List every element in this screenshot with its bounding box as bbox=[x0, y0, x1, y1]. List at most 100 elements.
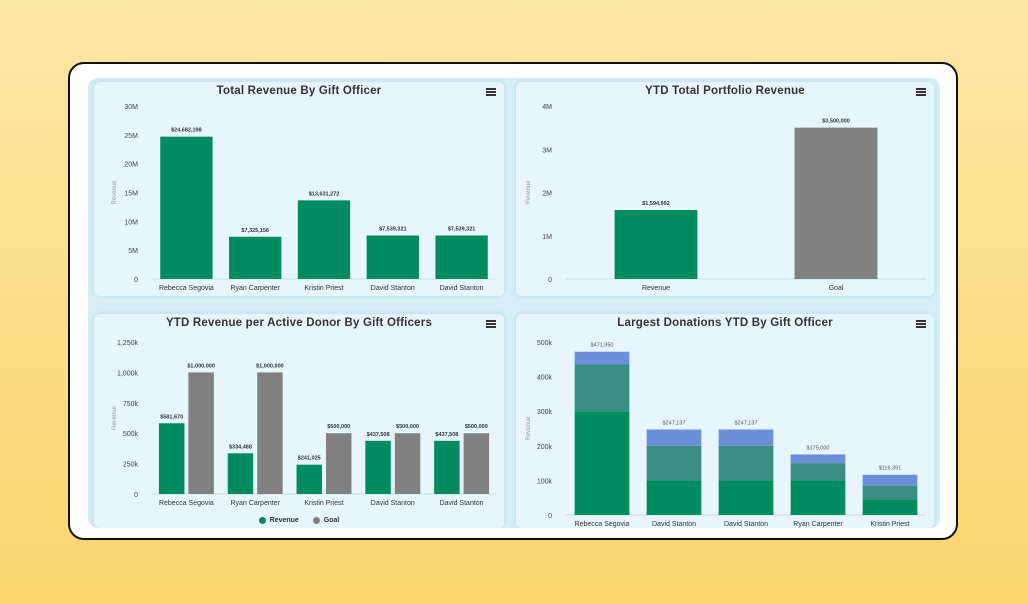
bar bbox=[794, 127, 878, 279]
bar-segment bbox=[646, 429, 702, 446]
chart-ytd-portfolio: 0 1M 2M 3M 4M Revenue $1,594,692 Revenue $3,500,… bbox=[526, 104, 926, 292]
chart-total-revenue: 0 5M 10M 15M 20M 25M 30M Revenue $24,682,198 Rebe… bbox=[112, 104, 496, 292]
data-label: $7,539,321 bbox=[448, 227, 476, 233]
data-label: $581,670 bbox=[160, 414, 183, 420]
bar bbox=[435, 235, 488, 279]
x-tick-label: Rebecca Segovia bbox=[575, 521, 630, 528]
bar-segment bbox=[718, 445, 774, 481]
chart-legend: Revenue Goal bbox=[94, 517, 504, 526]
legend-dot bbox=[312, 517, 320, 524]
x-tick-label: Kristin Priest bbox=[870, 521, 909, 528]
x-tick-label: Ryan Carpenter bbox=[230, 500, 280, 507]
x-tick-label: Rebecca Segovia bbox=[159, 500, 214, 507]
y-tick-label: 3M bbox=[542, 147, 552, 154]
bar bbox=[463, 433, 490, 494]
y-tick-label: 15M bbox=[124, 191, 138, 198]
bar bbox=[160, 136, 213, 279]
y-axis-label: Revenue bbox=[526, 180, 532, 205]
y-tick-label: 750k bbox=[123, 401, 139, 408]
panel-title: YTD Revenue per Active Donor By Gift Off… bbox=[165, 317, 433, 329]
bar-segment bbox=[574, 411, 630, 515]
hamburger-menu-icon[interactable] bbox=[916, 88, 926, 96]
bar-segment bbox=[790, 480, 846, 515]
bar bbox=[366, 235, 419, 279]
chart-largest-donations: 0 100k 200k 300k 400k 500k Revenue $471,950 Rebe… bbox=[526, 340, 926, 528]
bar-segment bbox=[646, 480, 702, 515]
hamburger-menu-icon[interactable] bbox=[916, 320, 926, 328]
bar bbox=[365, 440, 391, 494]
legend-label: Revenue bbox=[269, 517, 299, 524]
data-label: $1,594,692 bbox=[642, 201, 670, 207]
y-tick-label: 10M bbox=[124, 219, 138, 226]
bar bbox=[257, 372, 283, 494]
bar-segment bbox=[718, 429, 774, 446]
y-tick-label: 0 bbox=[134, 492, 138, 499]
data-label: $24,682,198 bbox=[171, 128, 202, 134]
x-tick-label: Ryan Carpenter bbox=[793, 521, 843, 528]
data-label: $437,508 bbox=[435, 432, 458, 438]
y-tick-label: 400k bbox=[537, 375, 553, 382]
y-tick-label: 5M bbox=[128, 248, 138, 255]
legend-label: Goal bbox=[323, 517, 340, 524]
data-label: $247,137 bbox=[735, 420, 758, 426]
dashboard-grid: Total Revenue By Gift Officer 0 5M 10M 15M 2… bbox=[88, 78, 940, 528]
legend-item-revenue[interactable]: Revenue bbox=[258, 517, 299, 524]
y-tick-label: 20M bbox=[124, 162, 138, 169]
x-tick-label: Rebecca Segovia bbox=[159, 285, 214, 292]
bar-segment bbox=[862, 485, 918, 500]
panel-total-revenue: Total Revenue By Gift Officer 0 5M 10M 15M 2… bbox=[94, 82, 504, 296]
y-tick-label: 2M bbox=[542, 191, 552, 198]
data-label: $7,539,321 bbox=[379, 227, 407, 233]
panel-title: YTD Total Portfolio Revenue bbox=[645, 85, 805, 97]
data-label: $437,508 bbox=[367, 432, 390, 438]
legend-item-goal[interactable]: Goal bbox=[312, 517, 340, 524]
bar-segment bbox=[574, 364, 630, 412]
data-label: $13,631,272 bbox=[309, 191, 340, 197]
y-tick-label: 4M bbox=[542, 104, 552, 111]
y-tick-label: 300k bbox=[537, 409, 553, 416]
y-tick-label: 1M bbox=[542, 234, 552, 241]
x-tick-label: David Stanton bbox=[371, 500, 415, 507]
bar bbox=[614, 210, 698, 279]
bar-segment bbox=[862, 474, 918, 486]
x-tick-label: David Stanton bbox=[440, 285, 484, 292]
y-tick-label: 100k bbox=[537, 478, 553, 485]
bar bbox=[158, 423, 185, 494]
bar bbox=[326, 433, 352, 494]
y-axis-label: Revenue bbox=[526, 416, 532, 441]
x-tick-label: David Stanton bbox=[440, 500, 484, 507]
bar bbox=[227, 453, 254, 494]
y-tick-label: 500k bbox=[537, 340, 553, 347]
bar-segment bbox=[790, 463, 846, 481]
x-tick-label: David Stanton bbox=[652, 521, 696, 528]
data-label: $471,950 bbox=[591, 343, 614, 349]
hamburger-menu-icon[interactable] bbox=[486, 88, 496, 96]
bar-segment bbox=[574, 351, 630, 365]
x-tick-label: Ryan Carpenter bbox=[230, 285, 280, 292]
data-label: $247,137 bbox=[663, 420, 686, 426]
x-tick-label: Revenue bbox=[642, 285, 670, 292]
y-tick-label: 30M bbox=[124, 104, 138, 111]
y-tick-label: 0 bbox=[548, 277, 552, 284]
x-tick-label: Kristin Priest bbox=[304, 285, 343, 292]
data-label: $500,000 bbox=[327, 424, 350, 430]
bar-segment bbox=[790, 454, 846, 464]
panel-title: Largest Donations YTD By Gift Officer bbox=[617, 317, 833, 329]
data-label: $241,025 bbox=[298, 456, 321, 462]
data-label: $334,488 bbox=[229, 444, 252, 450]
dashboard-frame: Total Revenue By Gift Officer 0 5M 10M 15M 2… bbox=[68, 62, 958, 540]
panel-title: Total Revenue By Gift Officer bbox=[216, 85, 382, 97]
data-label: $175,000 bbox=[807, 445, 830, 451]
panel-ytd-portfolio: YTD Total Portfolio Revenue 0 1M 2M 3M 4M Rev… bbox=[516, 82, 934, 296]
y-tick-label: 1,250k bbox=[117, 340, 139, 347]
bar-segment bbox=[862, 499, 918, 515]
data-label: $500,000 bbox=[465, 424, 488, 430]
data-label: $500,000 bbox=[396, 424, 419, 430]
x-tick-label: Goal bbox=[829, 285, 844, 292]
hamburger-menu-icon[interactable] bbox=[486, 320, 496, 328]
x-tick-label: David Stanton bbox=[724, 521, 768, 528]
y-tick-label: 500k bbox=[123, 431, 139, 438]
y-tick-label: 250k bbox=[123, 462, 139, 469]
y-tick-label: 25M bbox=[124, 133, 138, 140]
data-label: $116,391 bbox=[879, 466, 902, 472]
